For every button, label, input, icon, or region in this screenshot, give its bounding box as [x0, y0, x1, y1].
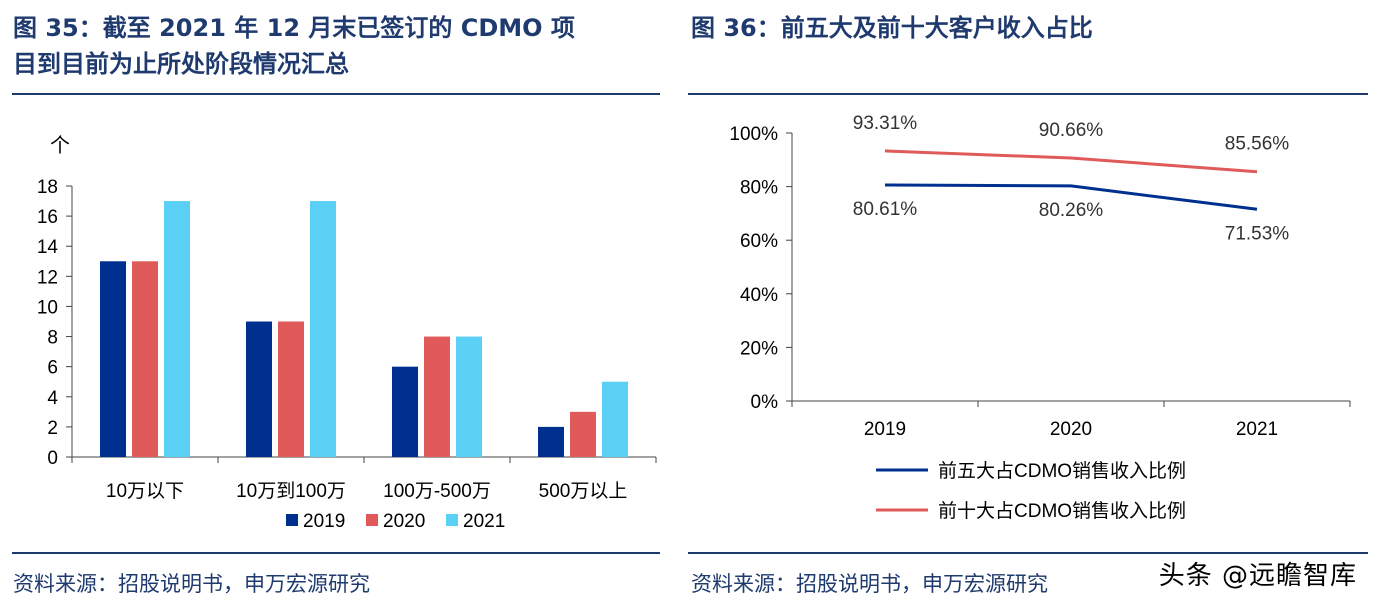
right-chart-title: 图 36：前五大及前十大客户收入占比 — [691, 14, 1093, 42]
y-tick-label: 0 — [47, 448, 58, 469]
bar-2021-3 — [456, 336, 482, 457]
y-tick-label: 20% — [740, 338, 778, 359]
y-tick-label: 2 — [47, 418, 58, 439]
left-panel: 图 35：截至 2021 年 12 月末已签订的 CDMO 项 目到目前为止所处… — [0, 0, 668, 606]
left-title-line1: 图 35：截至 2021 年 12 月末已签订的 CDMO 项 — [13, 14, 575, 42]
right-title-rule — [688, 93, 1368, 95]
data-label-top5: 80.26% — [1039, 200, 1104, 221]
bar-2020-4 — [570, 411, 596, 457]
bar-chart: 个 0 2 4 6 8 10 12 14 16 18 10万以下 10万到100万 100万-500万 5… — [37, 134, 657, 532]
bar-2021-4 — [602, 381, 628, 457]
x-category-label: 2019 — [864, 419, 906, 440]
x-category-label: 2020 — [1050, 419, 1092, 440]
y-tick-label: 8 — [47, 328, 58, 349]
legend-label-2019: 2019 — [303, 511, 345, 532]
left-chart-title: 图 35：截至 2021 年 12 月末已签订的 CDMO 项 目到目前为止所处… — [13, 10, 575, 82]
left-title-line2: 目到目前为止所处阶段情况汇总 — [13, 50, 349, 78]
bar-2019-2 — [246, 321, 272, 457]
legend-label-2021: 2021 — [463, 511, 505, 532]
bar-2020-1 — [132, 261, 158, 457]
data-label-top10: 90.66% — [1039, 120, 1104, 141]
left-title-rule — [12, 93, 660, 95]
legend-swatch-2021 — [446, 514, 458, 526]
left-source-rule — [12, 552, 660, 554]
y-tick-label: 4 — [47, 388, 58, 409]
y-tick-label: 6 — [47, 358, 58, 379]
series-line-top10 — [884, 149, 1258, 174]
y-tick-label: 10 — [37, 297, 58, 318]
bar-2019-4 — [538, 426, 564, 457]
y-tick-label: 16 — [37, 207, 58, 228]
legend-swatch-2020 — [366, 514, 378, 526]
bar-2019-1 — [100, 261, 126, 457]
y-tick-label: 100% — [729, 124, 778, 145]
y-tick-label: 40% — [740, 285, 778, 306]
bar-2021-2 — [310, 201, 336, 457]
bar-2020-3 — [424, 336, 450, 457]
y-tick-label: 12 — [37, 267, 58, 288]
legend-swatch-2019 — [286, 514, 298, 526]
y-tick-label: 14 — [37, 237, 59, 258]
y-tick-label: 60% — [740, 231, 778, 252]
y-tick-label: 18 — [37, 177, 58, 198]
bar-2021-1 — [164, 201, 190, 457]
x-category-label: 2021 — [1236, 419, 1278, 440]
y-tick-label: 80% — [740, 178, 778, 199]
left-source: 资料来源：招股说明书，申万宏源研究 — [13, 572, 370, 596]
line-chart: 0% 20% 40% 60% 80% 100% 2019 2020 2021 80.61% 80.2… — [729, 113, 1351, 522]
x-category-label: 100万-500万 — [383, 481, 491, 502]
data-label-top5: 80.61% — [853, 199, 918, 220]
x-category-label: 500万以上 — [539, 480, 628, 502]
legend-label-2020: 2020 — [383, 511, 425, 532]
data-label-top10: 85.56% — [1225, 134, 1290, 155]
watermark: 头条 @远瞻智库 — [1154, 555, 1361, 592]
x-category-label: 10万到100万 — [236, 480, 346, 502]
y-unit-label: 个 — [50, 134, 70, 157]
legend-label-top10: 前十大占CDMO销售收入比例 — [938, 500, 1186, 522]
y-tick-label: 0% — [751, 392, 779, 413]
right-source: 资料来源：招股说明书，申万宏源研究 — [691, 572, 1048, 596]
series-line-top5 — [884, 183, 1258, 211]
bar-2020-2 — [278, 321, 304, 457]
bar-2019-3 — [392, 366, 418, 457]
data-label-top5: 71.53% — [1225, 223, 1290, 244]
legend-label-top5: 前五大占CDMO销售收入比例 — [938, 460, 1186, 482]
data-label-top10: 93.31% — [853, 113, 918, 134]
right-panel: 图 36：前五大及前十大客户收入占比 0% 20% 40% 60% 80% 100% 201… — [688, 0, 1377, 606]
x-category-label: 10万以下 — [106, 481, 184, 502]
right-source-rule — [688, 552, 1368, 554]
